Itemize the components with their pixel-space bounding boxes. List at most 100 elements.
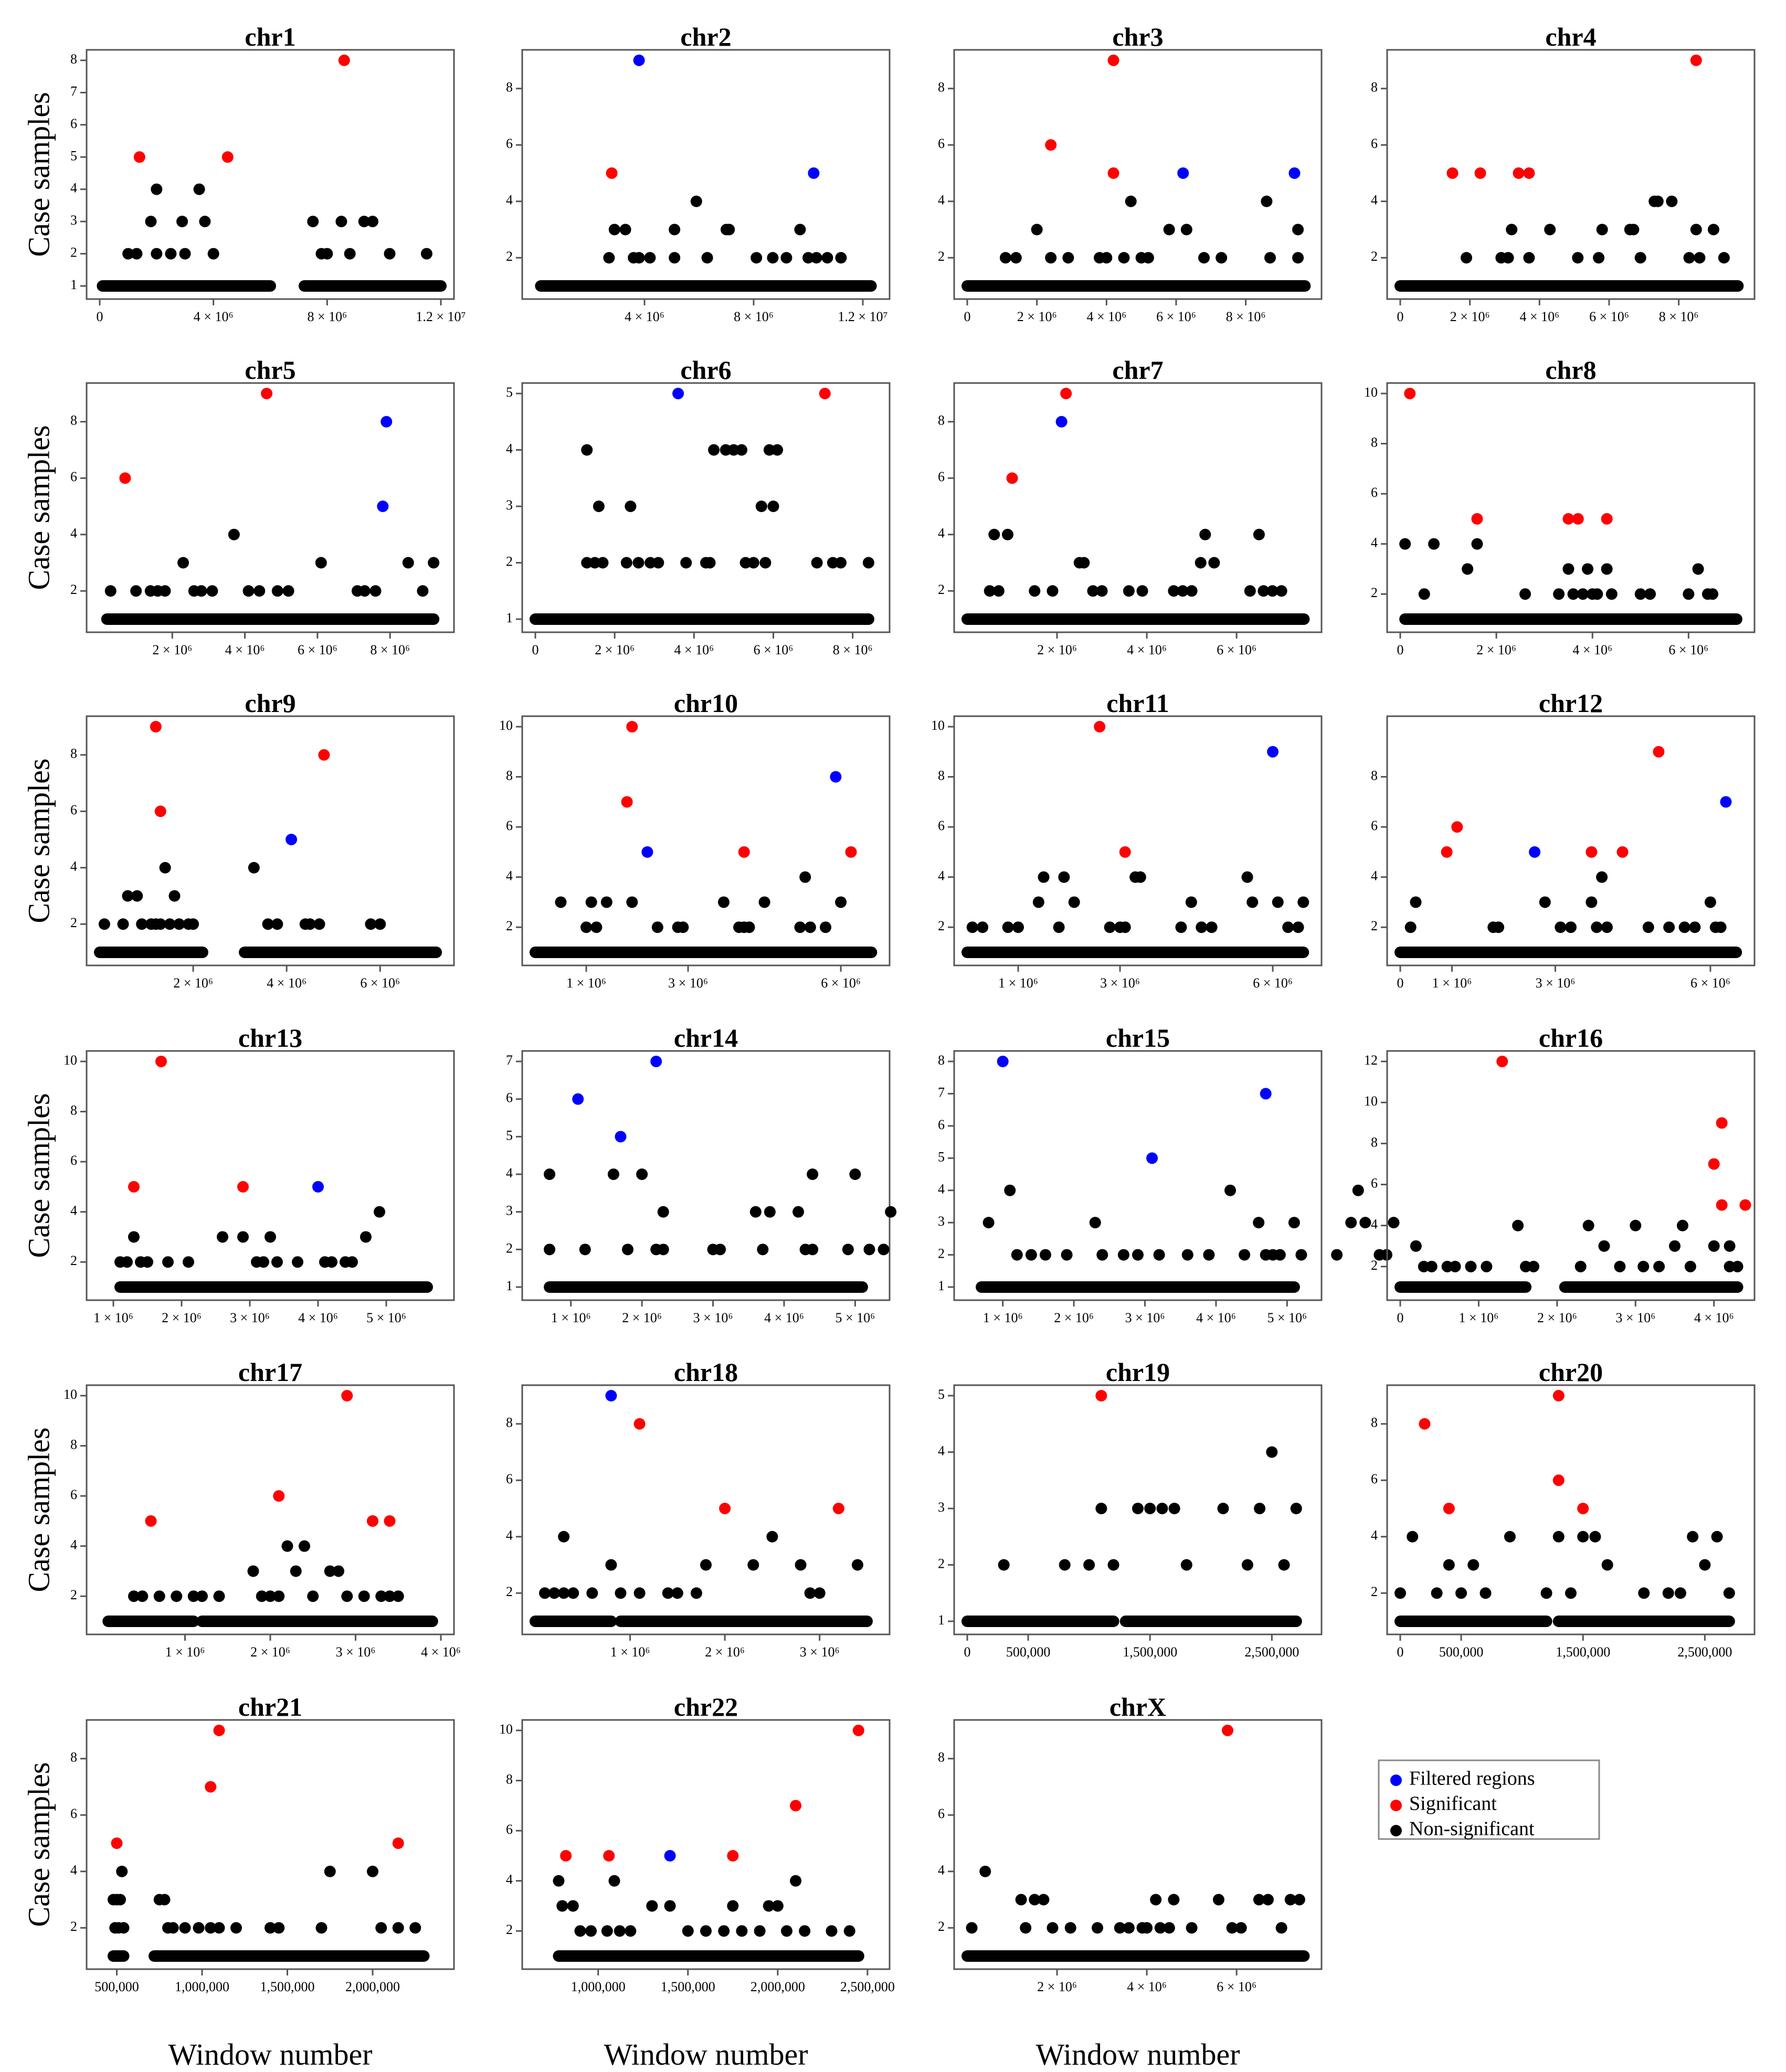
nonsignificant-point	[597, 557, 609, 569]
nonsignificant-point	[1504, 1531, 1516, 1543]
nonsignificant-point	[1266, 1446, 1278, 1458]
significant-point	[221, 151, 234, 163]
nonsignificant-point	[1593, 252, 1605, 264]
significant-point	[318, 749, 330, 761]
nonsignificant-point	[1481, 1260, 1493, 1272]
nonsignificant-point	[979, 1865, 991, 1877]
nonsignificant-point	[1582, 563, 1594, 575]
nonsignificant-point	[567, 1900, 579, 1912]
nonsignificant-point	[324, 1865, 336, 1877]
nonsignificant-point	[1163, 1922, 1175, 1934]
nonsignificant-point	[117, 918, 129, 930]
nonsignificant-point	[358, 1590, 370, 1602]
significant-point	[738, 846, 750, 858]
y-axis-label: Case samples	[22, 92, 56, 257]
nonsignificant-point	[632, 557, 644, 569]
y-tick-label: 8	[938, 768, 945, 783]
nonsignificant-point	[176, 216, 188, 228]
nonsignificant-point	[136, 1590, 149, 1602]
nonsignificant-point	[739, 557, 752, 569]
y-tick-label: 1	[70, 277, 77, 292]
nonsignificant-point	[767, 252, 779, 264]
nonsignificant-point	[1180, 224, 1192, 236]
panel-chr17: chr17 2 4 6 8 10 1 × 10⁶ 2 × 10⁶ 3 × 10⁶ 4 × 10⁶	[64, 1357, 461, 1660]
nonsignificant-point	[164, 918, 176, 930]
nonsignificant-point	[1689, 921, 1701, 933]
nonsignificant-point	[586, 1587, 598, 1599]
x-tick-label: 2,000,000	[751, 1979, 805, 1994]
y-tick-label: 6	[506, 1471, 513, 1486]
nonsignificant-point	[205, 1922, 217, 1934]
panel-title: chr14	[674, 1023, 738, 1053]
significant-point	[145, 1515, 157, 1527]
nonsignificant-point	[162, 1256, 174, 1268]
nonsignificant-point	[104, 585, 117, 597]
nonsignificant-point	[1591, 588, 1603, 600]
nonsignificant-point	[1707, 224, 1719, 236]
x-tick-label: 6 × 10⁶	[1253, 975, 1293, 991]
significant-point	[1739, 1199, 1751, 1211]
x-tick-label: 6 × 10⁶	[1690, 975, 1730, 991]
significant-point	[1690, 55, 1702, 66]
nonsignificant-point	[1206, 921, 1218, 933]
panel-title: chr20	[1539, 1357, 1603, 1387]
nonsignificant-point	[580, 921, 593, 933]
significant-point	[154, 805, 166, 817]
nonsignificant-point	[780, 1925, 792, 1937]
y-tick-label: 4	[1371, 1217, 1378, 1232]
significant-point	[1562, 513, 1574, 525]
nonsignificant-point	[581, 557, 593, 569]
nonsignificant-point	[1186, 1922, 1198, 1934]
y-tick-label: 6	[506, 1822, 513, 1837]
filtered-point	[650, 1056, 662, 1067]
nonsignificant-point	[1153, 1249, 1165, 1261]
x-tick-label: 4 × 10⁶	[1127, 642, 1167, 657]
y-tick-label: 2	[506, 249, 513, 264]
nonsignificant-point	[122, 248, 134, 260]
nonsignificant-point	[1614, 1260, 1626, 1272]
filtered-point	[1529, 846, 1541, 858]
panel-title: chr17	[238, 1357, 302, 1387]
nonsignificant-point	[620, 557, 632, 569]
nonsignificant-point	[1479, 1587, 1492, 1599]
nonsignificant-point	[321, 248, 333, 260]
y-tick-label: 2	[70, 1587, 77, 1602]
significant-point	[626, 721, 638, 732]
nonsignificant-point	[165, 248, 177, 260]
y-tick-label: 7	[938, 1085, 945, 1100]
panel-chr1: chr1 1 2 3 4 5 6 7 8 0 4 × 10⁶ 8 × 10⁶ 1.2 × 10⁷	[70, 22, 466, 324]
nonsignificant-point	[646, 1900, 658, 1912]
plot-frame	[521, 1719, 891, 1970]
x-tick-label: 2 × 10⁶	[173, 975, 213, 991]
nonsignificant-point	[1544, 224, 1556, 236]
nonsignificant-point	[1690, 224, 1702, 236]
significant-point	[1222, 1725, 1234, 1736]
nonsignificant-point	[1596, 871, 1608, 883]
nonsignificant-point	[193, 183, 205, 195]
significant-point	[1446, 167, 1459, 179]
significant-point	[832, 1503, 844, 1514]
nonsignificant-point	[671, 1587, 683, 1599]
y-tick-label: 5	[70, 148, 77, 163]
nonsignificant-point	[1089, 1217, 1101, 1229]
y-tick-label: 4	[1371, 535, 1378, 550]
nonsignificant-point	[1644, 588, 1656, 600]
significant-point	[273, 1490, 285, 1502]
x-tick-label: 2 × 10⁶	[1017, 309, 1057, 324]
nonsignificant-point	[544, 1244, 556, 1256]
nonsignificant-point	[1676, 1219, 1688, 1231]
nonsignificant-point	[1154, 1922, 1166, 1934]
nonsignificant-point	[633, 252, 645, 264]
x-tick-label: 1 × 10⁶	[1432, 975, 1472, 991]
filtered-point	[381, 416, 393, 428]
panel-title: chr6	[680, 355, 731, 385]
x-tick-label: 4 × 10⁶	[421, 1644, 461, 1660]
significant-point	[819, 388, 831, 399]
nonsignificant-point	[130, 585, 142, 597]
nonsignificant-point	[1144, 1503, 1156, 1514]
y-tick-label: 2	[70, 915, 77, 930]
nonsignificant-point	[747, 557, 759, 569]
filtered-point	[1177, 167, 1189, 179]
y-tick-label: 4	[938, 868, 945, 884]
nonsignificant-point	[167, 1922, 179, 1934]
